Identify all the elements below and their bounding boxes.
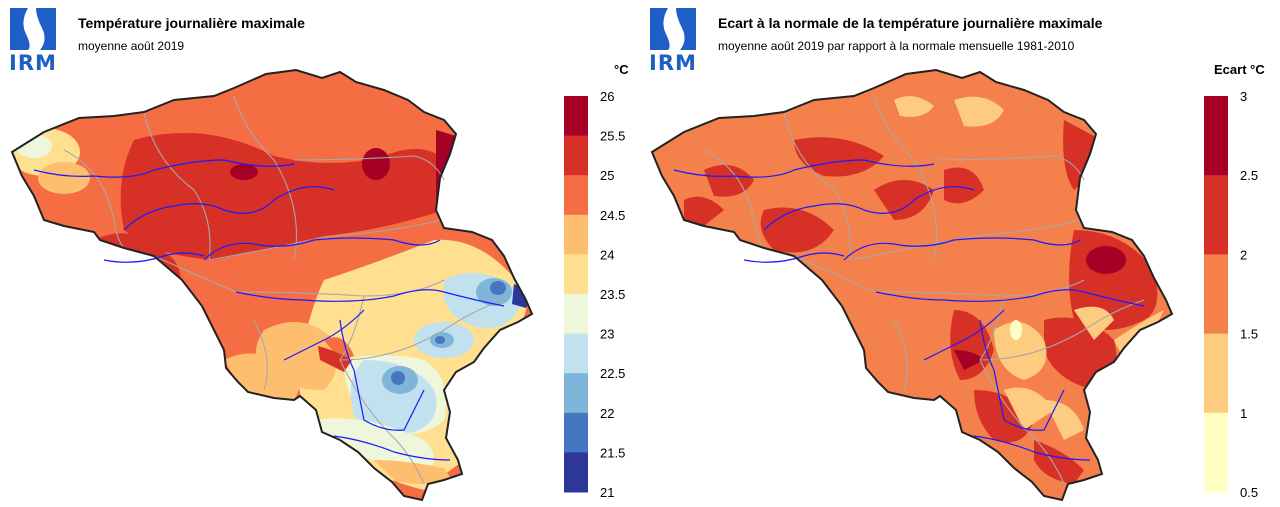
belgium-temperature-map [10,68,534,502]
legend-tick-label: 22.5 [600,366,625,381]
legend-color-swatch [564,412,588,453]
max-temperature-panel: IRM Température journalière maximale moy… [6,4,629,502]
legend-tick-label: 25.5 [600,129,625,144]
legend-color-swatch [1204,412,1228,493]
legend-tick-label: 2.5 [1240,168,1258,183]
legend-color-swatch [564,175,588,216]
map-title: Température journalière maximale [78,15,305,31]
legend-tick-label: 1 [1240,406,1247,421]
irm-logo-text: IRM [9,51,57,75]
legend-color-swatch [564,294,588,335]
legend-tick-label: 26 [600,90,614,104]
legend-unit: Ecart °C [1214,62,1265,77]
legend-color-swatch [564,254,588,295]
irm-logo-icon [650,8,696,50]
temperature-anomaly-panel: IRM Ecart à la normale de la température… [640,0,1280,507]
legend-color-swatch [564,373,588,414]
map-title: Ecart à la normale de la température jou… [718,15,1103,31]
temperature-color-legend: 26 25.5 25 24.5 24 23.5 23 22.5 22 21.5 21 [564,90,625,500]
legend-tick-label: 21.5 [600,445,625,460]
belgium-anomaly-map [650,68,1174,502]
legend-color-swatch [1204,96,1228,176]
legend-color-swatch [1204,175,1228,255]
irm-logo-text: IRM [649,51,697,75]
legend-tick-label: 24 [600,247,614,262]
map-subtitle: moyenne août 2019 par rapport à la norma… [718,39,1075,53]
legend-tick-label: 25 [600,168,614,183]
legend-tick-label: 22 [600,406,614,421]
legend-color-swatch [1204,254,1228,335]
legend-color-swatch [1204,333,1228,414]
irm-logo: IRM [646,4,700,75]
legend-tick-label: 24.5 [600,208,625,223]
legend-tick-label: 1.5 [1240,327,1258,342]
irm-logo-icon [10,8,56,50]
legend-tick-label: 0.5 [1240,485,1258,500]
legend-color-swatch [564,214,588,255]
legend-tick-label: 3 [1240,90,1247,104]
irm-logo: IRM [6,4,60,75]
legend-color-swatch [564,135,588,176]
map-subtitle: moyenne août 2019 [78,39,185,53]
anomaly-color-legend: 3 2.5 2 1.5 1 0.5 [1204,90,1258,500]
legend-color-swatch [564,452,588,493]
legend-tick-label: 23 [600,327,614,342]
legend-tick-label: 2 [1240,247,1247,262]
legend-tick-label: 21 [600,485,614,500]
legend-unit: °C [614,62,629,77]
legend-color-swatch [564,333,588,374]
legend-tick-label: 23.5 [600,287,625,302]
legend-color-swatch [564,96,588,137]
